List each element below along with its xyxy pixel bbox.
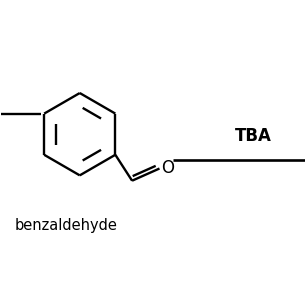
Text: TBA: TBA <box>235 127 272 145</box>
Text: O: O <box>161 159 174 177</box>
Text: benzaldehyde: benzaldehyde <box>15 218 117 233</box>
